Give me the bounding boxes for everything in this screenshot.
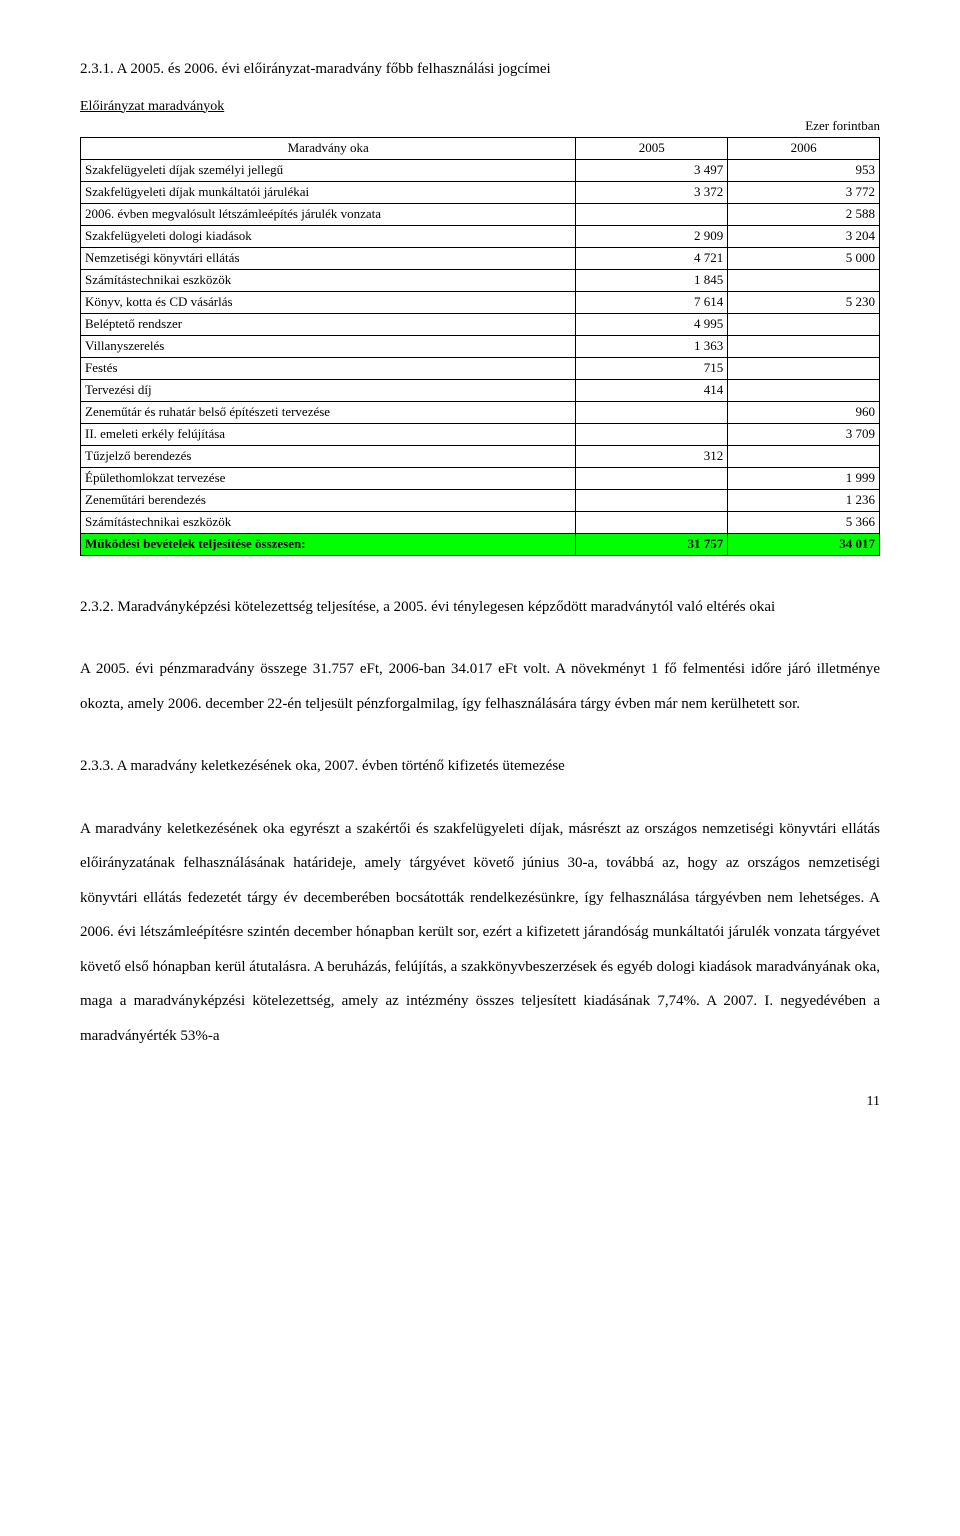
unit-label: Ezer forintban: [80, 118, 880, 135]
row-label: Villanyszerelés: [81, 335, 576, 357]
table-row: 2006. évben megvalósult létszámleépítés …: [81, 203, 880, 225]
row-v2: 5 366: [728, 511, 880, 533]
row-v2: 3 709: [728, 423, 880, 445]
row-v1: 1 845: [576, 269, 728, 291]
row-v1: [576, 511, 728, 533]
page-number: 11: [80, 1093, 880, 1111]
table-row: Szakfelügyeleti dologi kiadások2 9093 20…: [81, 225, 880, 247]
table-row: Villanyszerelés1 363: [81, 335, 880, 357]
table-row: Számítástechnikai eszközök1 845: [81, 269, 880, 291]
row-v1: 3 372: [576, 181, 728, 203]
row-v1: [576, 203, 728, 225]
row-v1: 4 721: [576, 247, 728, 269]
row-v1: 4 995: [576, 313, 728, 335]
table-row: Nemzetiségi könyvtári ellátás4 7215 000: [81, 247, 880, 269]
row-label: Szakfelügyeleti díjak munkáltatói járulé…: [81, 181, 576, 203]
table-row: Szakfelügyeleti díjak személyi jellegű3 …: [81, 159, 880, 181]
row-v1: [576, 423, 728, 445]
row-label: Zeneműtári berendezés: [81, 489, 576, 511]
row-label: Épülethomlokzat tervezése: [81, 467, 576, 489]
row-v1: [576, 467, 728, 489]
maradvany-table: Maradvány oka 2005 2006 Szakfelügyeleti …: [80, 137, 880, 556]
total-label: Működési bevételek teljesítése összesen:: [81, 533, 576, 555]
table-row: Tűzjelző berendezés312: [81, 445, 880, 467]
paragraph-body-2: A maradvány keletkezésének oka egyrészt …: [80, 812, 880, 1054]
row-label: Beléptető rendszer: [81, 313, 576, 335]
row-v2: 3 204: [728, 225, 880, 247]
paragraph-233: 2.3.3. A maradvány keletkezésének oka, 2…: [80, 749, 880, 784]
row-v2: 2 588: [728, 203, 880, 225]
row-v1: 312: [576, 445, 728, 467]
row-label: Könyv, kotta és CD vásárlás: [81, 291, 576, 313]
header-col-2006: 2006: [728, 137, 880, 159]
table-row: II. emeleti erkély felújítása 3 709: [81, 423, 880, 445]
total-v2: 34 017: [728, 533, 880, 555]
row-label: Szakfelügyeleti díjak személyi jellegű: [81, 159, 576, 181]
row-label: Tervezési díj: [81, 379, 576, 401]
paragraph-body-1: A 2005. évi pénzmaradvány összege 31.757…: [80, 652, 880, 721]
row-v2: [728, 313, 880, 335]
table-row: Számítástechnikai eszközök 5 366: [81, 511, 880, 533]
row-v1: [576, 489, 728, 511]
row-v2: 5 000: [728, 247, 880, 269]
row-v2: 960: [728, 401, 880, 423]
row-label: Számítástechnikai eszközök: [81, 269, 576, 291]
table-header-row: Maradvány oka 2005 2006: [81, 137, 880, 159]
row-label: Zeneműtár és ruhatár belső építészeti te…: [81, 401, 576, 423]
row-v2: 5 230: [728, 291, 880, 313]
row-v2: [728, 357, 880, 379]
table-row: Zeneműtári berendezés 1 236: [81, 489, 880, 511]
table-row: Szakfelügyeleti díjak munkáltatói járulé…: [81, 181, 880, 203]
header-col-label: Maradvány oka: [81, 137, 576, 159]
paragraph-232: 2.3.2. Maradványképzési kötelezettség te…: [80, 590, 880, 625]
table-row: Festés715: [81, 357, 880, 379]
row-label: 2006. évben megvalósult létszámleépítés …: [81, 203, 576, 225]
row-v1: [576, 401, 728, 423]
table-row: Könyv, kotta és CD vásárlás7 6145 230: [81, 291, 880, 313]
row-v2: 3 772: [728, 181, 880, 203]
row-v2: [728, 269, 880, 291]
row-v1: 3 497: [576, 159, 728, 181]
row-v2: [728, 445, 880, 467]
row-v1: 715: [576, 357, 728, 379]
row-v1: 2 909: [576, 225, 728, 247]
total-v1: 31 757: [576, 533, 728, 555]
row-v2: 953: [728, 159, 880, 181]
row-label: Nemzetiségi könyvtári ellátás: [81, 247, 576, 269]
table-caption: Előirányzat maradványok: [80, 98, 880, 116]
table-row: Épülethomlokzat tervezése 1 999: [81, 467, 880, 489]
table-row: Beléptető rendszer4 995: [81, 313, 880, 335]
row-label: II. emeleti erkély felújítása: [81, 423, 576, 445]
header-col-2005: 2005: [576, 137, 728, 159]
row-v2: [728, 335, 880, 357]
row-v2: 1 999: [728, 467, 880, 489]
row-v1: 7 614: [576, 291, 728, 313]
row-label: Festés: [81, 357, 576, 379]
row-v1: 414: [576, 379, 728, 401]
row-v2: 1 236: [728, 489, 880, 511]
table-total-row: Működési bevételek teljesítése összesen:…: [81, 533, 880, 555]
section-heading: 2.3.1. A 2005. és 2006. évi előirányzat-…: [80, 60, 880, 80]
row-v2: [728, 379, 880, 401]
table-row: Zeneműtár és ruhatár belső építészeti te…: [81, 401, 880, 423]
row-v1: 1 363: [576, 335, 728, 357]
table-row: Tervezési díj414: [81, 379, 880, 401]
row-label: Szakfelügyeleti dologi kiadások: [81, 225, 576, 247]
row-label: Tűzjelző berendezés: [81, 445, 576, 467]
row-label: Számítástechnikai eszközök: [81, 511, 576, 533]
